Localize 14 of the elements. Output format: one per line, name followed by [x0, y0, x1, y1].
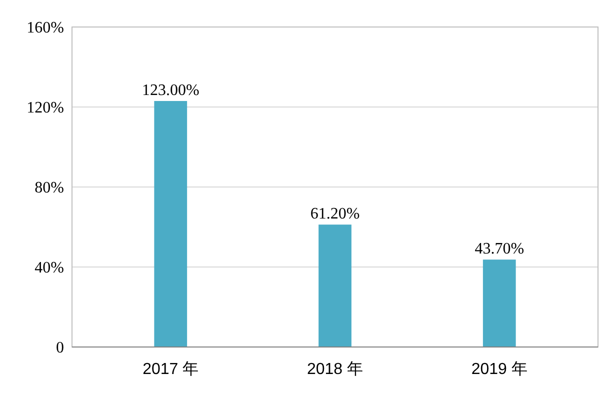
data-label: 123.00%	[142, 82, 200, 99]
x-tick-label: 2017 年	[142, 361, 199, 378]
bar	[482, 260, 516, 347]
bar	[318, 224, 352, 347]
data-label: 43.70%	[474, 240, 524, 258]
data-label: 61.20%	[310, 206, 360, 223]
bar	[154, 101, 188, 347]
y-tick-label: 0	[56, 340, 64, 357]
y-tick-label: 80%	[34, 180, 64, 197]
y-tick-label: 40%	[34, 260, 64, 277]
x-tick-label: 2018 年	[306, 361, 364, 378]
x-tick-label: 2019 年	[471, 361, 528, 378]
y-tick-label: 160%	[26, 20, 64, 37]
y-tick-label: 120%	[26, 100, 64, 117]
